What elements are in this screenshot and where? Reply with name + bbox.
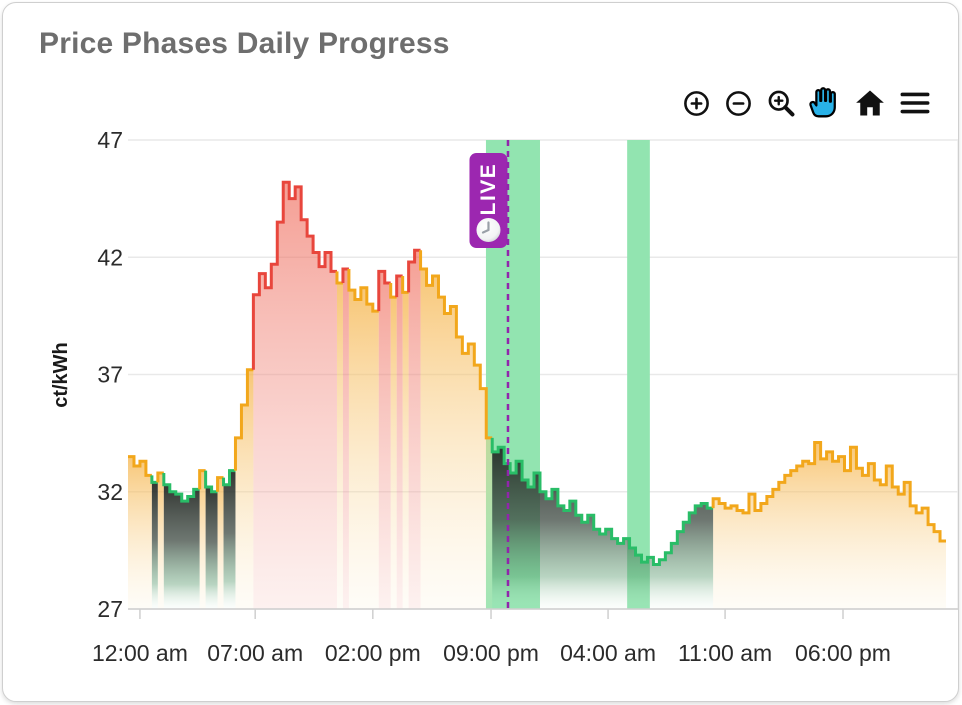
phase-fill-normal xyxy=(336,283,343,609)
phase-line-cheap xyxy=(162,472,200,503)
x-tick-label: 04:00 am xyxy=(560,640,656,666)
phase-line-expensive xyxy=(251,180,337,370)
x-tick-label: 09:00 pm xyxy=(443,640,539,666)
phase-line-cheap xyxy=(490,437,714,566)
pan-button[interactable] xyxy=(806,85,844,121)
phase-line-normal xyxy=(347,268,379,313)
phase-fill-cheap xyxy=(492,447,714,609)
price-chart[interactable]: LIVE 27 32 37 42 47 12:00 am 07:00 am 02:00 pm 09… xyxy=(3,123,959,702)
phase-fill-normal xyxy=(128,456,152,609)
phase-line-cheap xyxy=(222,469,236,487)
phase-fill-expensive xyxy=(342,268,349,609)
phase-fill-normal xyxy=(235,369,254,609)
phase-line-expensive xyxy=(395,274,403,298)
x-tick-label: 02:00 pm xyxy=(325,640,421,666)
phase-line-normal xyxy=(711,441,946,543)
home-icon xyxy=(852,87,888,119)
reset-axes-button[interactable] xyxy=(851,86,889,120)
phase-line-cheap xyxy=(204,470,218,494)
pan-hand-icon xyxy=(807,86,843,120)
y-axis-title: ct/kWh xyxy=(50,342,72,408)
y-tick-label: 37 xyxy=(97,362,123,388)
live-badge-label: LIVE xyxy=(477,163,500,216)
phase-line-expensive xyxy=(341,267,349,284)
minus-circle-icon xyxy=(722,88,755,119)
cheap-phase-highlight-band xyxy=(627,140,650,609)
phase-line-expensive xyxy=(407,248,421,293)
phase-lines xyxy=(128,180,946,566)
phase-fills xyxy=(128,182,946,609)
x-tick-label: 11:00 am xyxy=(678,640,772,666)
phase-fill-cheap xyxy=(163,484,200,609)
phase-fill-cheap xyxy=(151,482,158,609)
phase-fill-expensive xyxy=(396,276,403,609)
live-badge: LIVE xyxy=(469,153,508,248)
phase-fill-expensive xyxy=(408,250,421,609)
phase-line-normal xyxy=(156,471,164,483)
phase-fill-normal xyxy=(713,442,946,609)
phase-line-normal xyxy=(128,455,152,477)
box-zoom-button[interactable] xyxy=(763,86,799,120)
phase-line-expensive xyxy=(377,269,391,312)
y-tick-label: 32 xyxy=(97,479,123,505)
phase-fill-normal xyxy=(157,472,164,609)
magnifier-plus-icon xyxy=(764,87,798,119)
x-tick-label: 06:00 pm xyxy=(795,640,891,666)
phase-line-normal xyxy=(335,271,343,285)
y-tick-label: 47 xyxy=(97,127,123,153)
zoom-out-button[interactable] xyxy=(721,87,756,120)
zoom-in-button[interactable] xyxy=(679,87,714,120)
phase-line-normal xyxy=(233,368,254,471)
phase-line-normal xyxy=(419,250,493,440)
menu-button[interactable] xyxy=(896,86,934,120)
phase-fill-expensive xyxy=(253,182,337,609)
phase-fill-normal xyxy=(348,287,379,609)
phase-fill-normal xyxy=(390,297,397,609)
x-tick-label: 12:00 am xyxy=(92,640,188,666)
phase-line-normal xyxy=(216,476,224,492)
plus-circle-icon xyxy=(680,88,713,119)
phase-fill-normal xyxy=(402,292,409,609)
page-title: Price Phases Daily Progress xyxy=(39,27,450,60)
phase-fill-cheap xyxy=(223,470,236,609)
phase-line-normal xyxy=(198,469,206,490)
y-tick-label: 27 xyxy=(97,596,123,622)
hamburger-menu-icon xyxy=(897,87,933,119)
x-tick-label: 07:00 am xyxy=(207,640,303,666)
clock-icon xyxy=(476,218,501,242)
phase-fill-normal xyxy=(217,477,224,609)
phase-fill-expensive xyxy=(378,271,391,609)
y-tick-label: 42 xyxy=(97,244,123,270)
phase-fill-normal xyxy=(199,470,206,609)
phase-line-normal xyxy=(389,283,397,299)
phase-fill-cheap xyxy=(205,487,218,609)
phase-line-normal xyxy=(401,276,409,294)
phase-line-cheap xyxy=(150,475,158,484)
chart-toolbar xyxy=(679,85,934,121)
